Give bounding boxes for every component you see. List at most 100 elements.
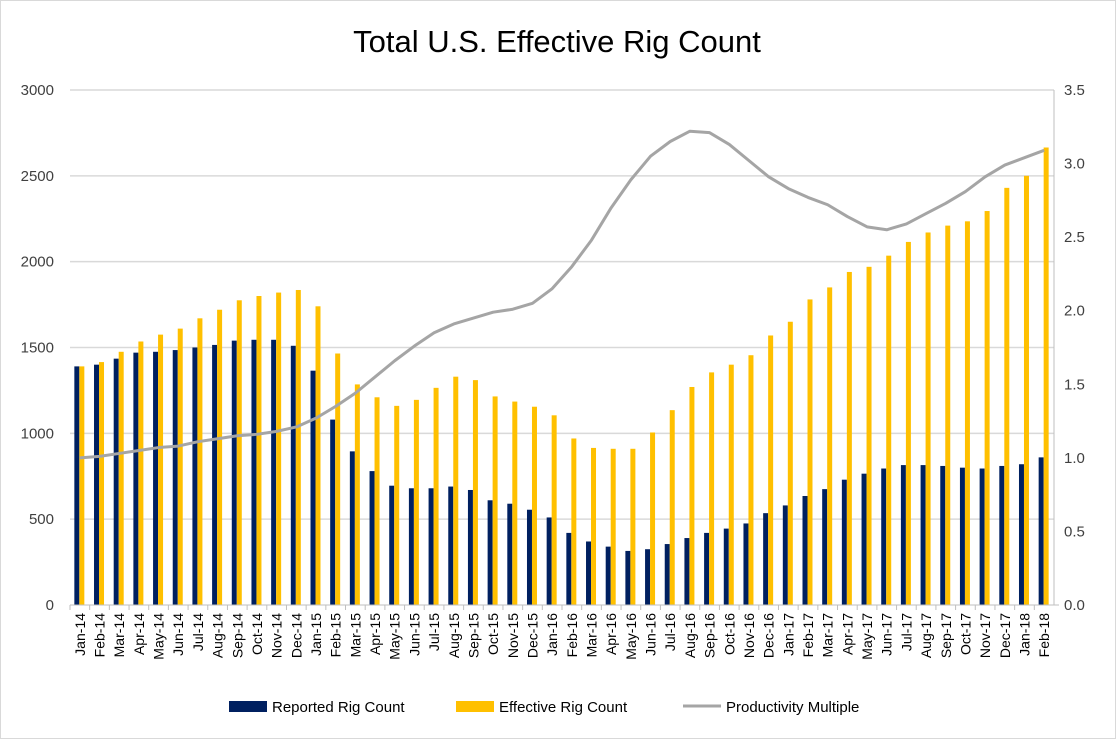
reported-rig-bar [743,523,749,605]
x-tick-label: Aug-15 [446,613,462,658]
x-tick-label: Nov-14 [269,613,285,658]
y2-tick-label: 2.0 [1064,303,1085,320]
effective-rig-bar [984,211,990,605]
effective-rig-bar [1043,147,1049,605]
reported-rig-bar [802,495,808,605]
reported-rig-bar [271,339,277,605]
effective-rig-bar [827,287,833,605]
x-tick-label: Apr-15 [367,613,383,655]
effective-rig-bar [256,296,262,605]
x-tick-label: May-14 [151,613,167,660]
x-tick-label: Dec-17 [997,613,1013,658]
reported-rig-bar [349,451,355,605]
x-tick-label: Nov-16 [741,613,757,658]
y2-tick-label: 0.0 [1064,597,1085,614]
reported-rig-bar [861,473,867,605]
reported-rig-bar [763,513,769,605]
x-tick-label: Aug-16 [682,613,698,658]
effective-rig-bar [295,289,301,605]
reported-rig-bar [723,528,729,605]
effective-rig-bar [610,448,616,605]
effective-rig-bar [99,362,105,605]
reported-rig-bar [959,467,965,605]
effective-rig-bar [315,306,321,605]
effective-rig-bar [197,318,203,605]
chart-title: Total U.S. Effective Rig Count [353,24,761,59]
x-tick-label: Mar-15 [347,613,363,658]
reported-rig-bar [408,488,414,605]
x-tick-label: Feb-14 [92,613,108,658]
effective-rig-bar [768,335,774,605]
reported-rig-bar [684,538,690,605]
reported-rig-bar [566,532,572,605]
y2-tick-label: 0.5 [1064,523,1085,540]
effective-rig-bar [433,387,439,605]
x-tick-label: Jan-16 [544,613,560,656]
reported-rig-bar [645,549,651,605]
reported-rig-bar [192,347,198,605]
legend-label-reported-rig-count: Reported Rig Count [272,699,405,716]
effective-rig-bar [846,271,852,605]
effective-rig-bar [1004,187,1010,605]
x-tick-label: Jun-16 [643,613,659,656]
x-tick-label: Apr-14 [131,613,147,655]
x-tick-label: Oct-15 [485,613,501,655]
x-tick-label: Dec-15 [524,613,540,658]
reported-rig-bar [999,465,1005,605]
x-tick-label: Jun-17 [879,613,895,656]
effective-rig-bar [650,432,656,605]
effective-rig-bar [630,448,636,605]
x-tick-label: Jan-15 [308,613,324,656]
effective-rig-bar [138,341,144,605]
effective-rig-bar [1023,175,1029,606]
reported-rig-bar [900,465,906,605]
effective-rig-bar [217,309,223,605]
effective-rig-bar [158,334,164,605]
x-tick-label: Feb-16 [564,613,580,658]
y-tick-label: 2000 [21,254,54,271]
x-tick-label: Feb-17 [800,613,816,658]
reported-rig-bar [467,489,473,605]
reported-rig-bar [133,352,139,605]
effective-rig-bar [453,376,459,605]
effective-rig-bar [807,299,813,605]
effective-rig-bar [531,406,537,605]
effective-rig-bar [866,266,872,605]
reported-rig-bar [428,488,434,605]
effective-rig-bar [571,438,577,605]
y2-tick-label: 1.0 [1064,450,1085,467]
reported-rig-bar [251,339,257,605]
reported-rig-bar [448,486,454,605]
reported-rig-bar [704,532,710,605]
effective-rig-bar [374,397,380,605]
effective-rig-bar [177,328,183,605]
effective-rig-bar [512,401,518,605]
x-tick-label: Nov-15 [505,613,521,658]
effective-rig-bar [964,221,970,605]
effective-rig-bar [709,372,715,605]
reported-rig-bar [94,364,100,605]
x-tick-label: Oct-17 [957,613,973,655]
x-tick-label: Apr-17 [839,613,855,655]
reported-rig-bar [782,505,788,605]
y-tick-label: 500 [29,511,54,528]
reported-rig-bar [113,358,119,605]
reported-rig-bar [507,503,513,605]
reported-rig-bar [487,500,493,605]
reported-rig-bar [74,366,80,605]
legend-swatch-reported-rig-count [229,701,267,712]
reported-rig-bar [664,544,670,605]
effective-rig-bar [236,300,242,605]
effective-rig-bar [748,355,754,605]
y-tick-label: 2500 [21,168,54,185]
x-tick-label: Sep-15 [465,613,481,658]
effective-rig-bar [669,410,675,605]
reported-rig-bar [979,468,985,605]
x-tick-label: Mar-14 [111,613,127,658]
effective-rig-bar [413,399,419,605]
x-tick-label: Dec-16 [761,613,777,658]
x-tick-label: Oct-14 [249,613,265,655]
x-tick-label: Jan-14 [72,613,88,656]
effective-rig-bar [394,405,400,605]
reported-rig-bar [231,340,237,605]
